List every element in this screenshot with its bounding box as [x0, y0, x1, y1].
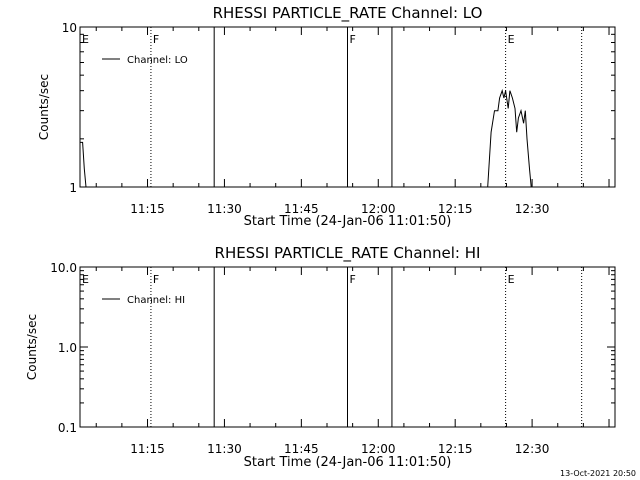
chart-panel-1: RHESSI PARTICLE_RATE Channel: LO 11:15 11:…: [37, 4, 616, 229]
event-marker-label: F: [350, 33, 356, 46]
legend-label: Channel: LO: [127, 55, 188, 66]
x-tick-label: 12:15: [438, 442, 473, 456]
event-marker-label: F: [153, 33, 159, 46]
chart-panel-2: RHESSI PARTICLE_RATE Channel: HI 11:15 11:…: [25, 244, 616, 470]
x-tick-label: 12:30: [515, 202, 550, 216]
event-marker-label: E: [82, 273, 89, 286]
plot-timestamp: 13-Oct-2021 20:50: [560, 469, 636, 478]
event-marker-label: E: [82, 33, 89, 46]
chart-title: RHESSI PARTICLE_RATE Channel: LO: [213, 4, 483, 23]
y-tick-label: 10.0: [50, 261, 77, 275]
chart-title: RHESSI PARTICLE_RATE Channel: HI: [215, 244, 481, 263]
x-tick-label: 11:30: [207, 442, 242, 456]
y-tick-label: 0.1: [58, 421, 77, 435]
y-axis-label: Counts/sec: [37, 74, 51, 140]
x-tick-label: 12:00: [361, 202, 396, 216]
x-axis-label: Start Time (24-Jan-06 11:01:50): [244, 455, 452, 470]
x-tick-label: 11:30: [207, 202, 242, 216]
x-tick-label: 11:45: [284, 442, 319, 456]
y-tick-label: 1: [69, 181, 77, 195]
x-tick-label: 12:00: [361, 442, 396, 456]
y-tick-label: 10: [62, 21, 77, 35]
x-tick-label: 11:45: [284, 202, 319, 216]
y-tick-label: 1.0: [58, 341, 77, 355]
x-tick-label: 11:15: [130, 202, 165, 216]
legend-label: Channel: HI: [127, 295, 185, 306]
event-marker-label: F: [350, 273, 356, 286]
x-tick-label: 12:15: [438, 202, 473, 216]
x-tick-label: 11:15: [130, 442, 165, 456]
event-marker-label: E: [508, 273, 515, 286]
event-marker-label: F: [153, 273, 159, 286]
y-axis-label: Counts/sec: [25, 314, 39, 380]
x-axis-label: Start Time (24-Jan-06 11:01:50): [244, 214, 452, 229]
series-line-1: [80, 88, 532, 188]
event-marker-label: E: [508, 33, 515, 46]
x-tick-label: 12:30: [515, 442, 550, 456]
